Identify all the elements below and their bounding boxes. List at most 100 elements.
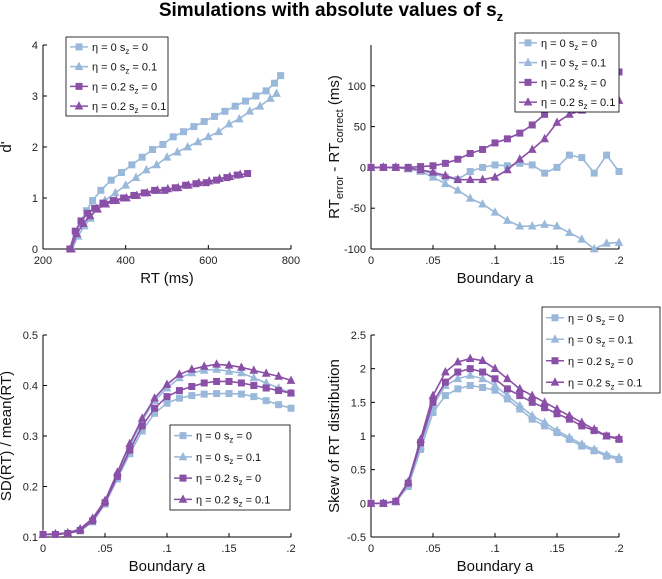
legend-text-part: = 0.1 (139, 101, 167, 113)
data-point (491, 375, 499, 383)
data-point (553, 163, 561, 171)
data-point (109, 197, 117, 205)
data-point (88, 513, 97, 522)
data-point (252, 92, 260, 100)
data-point (107, 176, 115, 184)
data-point (126, 446, 134, 454)
data-point (491, 139, 499, 147)
data-point (242, 97, 250, 105)
x-tick-label: .05 (97, 543, 112, 555)
y-tick-label: 0.4 (23, 381, 38, 393)
legend-marker (179, 432, 187, 440)
data-point (614, 237, 624, 246)
legend-text-part: = 0.1 (578, 58, 606, 70)
legend-text-part: = 0.1 (129, 62, 157, 74)
data-point (541, 110, 549, 118)
data-point (153, 185, 162, 194)
data-point (428, 167, 438, 176)
legend-marker (74, 101, 84, 110)
data-point (491, 386, 499, 394)
data-point (479, 368, 487, 376)
legend-entry: η = 0 sz = 0.1 (541, 58, 606, 72)
data-point (490, 380, 500, 389)
legend-text-part: η = 0.2 s (196, 494, 239, 506)
y-tick-label: 2.5 (351, 330, 366, 342)
legend-text-part: z (125, 67, 129, 76)
data-point (163, 399, 171, 407)
data-point (466, 167, 474, 175)
legend-text-part: η = 0 s (568, 334, 602, 346)
data-point (162, 152, 172, 161)
data-point (193, 136, 203, 146)
data-point (175, 394, 183, 402)
y-tick-label: 100 (348, 81, 366, 93)
legend-box (514, 32, 620, 113)
y-axis-label-part: (ms) (326, 75, 343, 109)
data-point (237, 367, 246, 377)
data-point (214, 126, 224, 136)
data-point (541, 169, 549, 177)
legend-text-part: z (611, 382, 615, 391)
data-point (250, 393, 258, 401)
x-tick-label: 200 (34, 255, 52, 267)
series-3 (366, 353, 624, 507)
series-3 (38, 359, 296, 538)
data-point (169, 133, 177, 141)
data-point (614, 452, 624, 461)
data-point (212, 364, 221, 373)
data-point (416, 434, 425, 443)
legend-box (541, 306, 661, 394)
legend-entry: η = 0.2 sz = 0 (92, 81, 157, 95)
data-point (237, 390, 245, 398)
data-point (441, 367, 450, 376)
legend-text-part: η = 0 s (92, 42, 126, 54)
data-point (565, 227, 574, 237)
legend-entry: η = 0 sz = 0.1 (568, 334, 633, 348)
data-point (163, 393, 171, 401)
legend-text-part: z (584, 82, 588, 91)
data-point (100, 495, 110, 505)
data-point (540, 219, 549, 228)
series-0 (67, 72, 285, 253)
data-point (466, 150, 474, 158)
data-point (150, 393, 159, 402)
series-3 (366, 93, 624, 184)
data-point (224, 366, 234, 375)
data-point (162, 379, 172, 388)
data-point (577, 439, 587, 448)
y-tick-label: 0 (32, 244, 38, 256)
legend-text-part: η = 0 s (196, 452, 230, 464)
data-point (577, 417, 587, 426)
data-point (190, 123, 198, 131)
legend-marker (523, 57, 533, 67)
data-point (553, 410, 561, 418)
legend-text-part: = 0.1 (243, 494, 271, 506)
data-point (428, 172, 438, 181)
data-point (71, 227, 79, 235)
data-point (565, 109, 574, 118)
legend-text-part: z (601, 318, 605, 327)
data-point (441, 178, 450, 188)
y-tick-label: 0.1 (23, 532, 38, 544)
legend-text-part: = 0 (129, 42, 148, 54)
data-point (479, 384, 487, 392)
x-tick-label: 600 (199, 255, 217, 267)
data-point (465, 353, 475, 362)
legend: η = 0 sz = 0η = 0 sz = 0.1η = 0.2 sz = 0… (514, 32, 620, 113)
data-point (478, 373, 487, 383)
data-point (262, 397, 270, 405)
legend-text-part: η = 0 s (92, 62, 126, 74)
data-point (274, 371, 283, 380)
legend-marker (551, 314, 559, 322)
data-point (172, 147, 182, 156)
legend-text-part: z (229, 457, 233, 466)
legend-entry: η = 0.2 sz = 0 (196, 473, 261, 487)
data-point (428, 390, 438, 399)
legend-text-part: η = 0.2 s (196, 473, 239, 485)
data-point (454, 368, 462, 376)
data-point (286, 375, 296, 384)
y-tick-label: 1 (360, 431, 366, 443)
data-point (528, 161, 536, 169)
legend: η = 0 sz = 0η = 0 sz = 0.1η = 0.2 sz = 0… (169, 424, 291, 511)
data-point (184, 180, 193, 189)
